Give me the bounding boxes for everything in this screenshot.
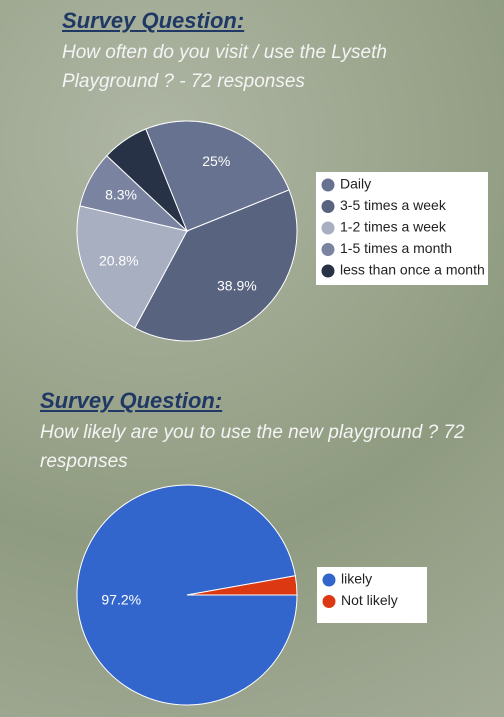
legend-label: less than once a month: [340, 262, 485, 278]
legend-marker: [321, 178, 335, 192]
chart-title: Survey Question:: [40, 388, 223, 413]
data-label: 20.8%: [99, 252, 139, 268]
legend-label: likely: [341, 571, 372, 587]
legend-label: Not likely: [341, 592, 398, 608]
legend-marker: [321, 200, 335, 213]
pie-slice: [186, 575, 298, 596]
pie-slice: [76, 205, 188, 329]
data-label: 8.3%: [105, 186, 137, 202]
pie-slice: [106, 128, 188, 232]
data-label: 25%: [202, 153, 230, 169]
pie-slice: [134, 189, 298, 342]
legend-marker: [322, 595, 336, 608]
data-label: 97.2%: [101, 592, 141, 608]
legend-box: [317, 567, 427, 623]
chart-subtitle: How often do you visit / use the Lyseth …: [62, 42, 387, 92]
legend-marker: [321, 264, 335, 278]
pie-slice: [145, 120, 290, 232]
legend-label: 1-2 times a week: [340, 219, 447, 235]
legend-label: 1-5 times a month: [340, 240, 452, 256]
legend-label: 3-5 times a week: [340, 197, 447, 213]
chart-subtitle: How likely are you to use the new playgr…: [40, 422, 465, 472]
legend-label: Daily: [340, 176, 371, 192]
legend-marker: [322, 573, 336, 587]
legend-marker: [321, 243, 335, 256]
legend-marker: [321, 221, 335, 235]
data-label: 38.9%: [217, 277, 257, 293]
chart-title: Survey Question:: [62, 8, 245, 33]
legend-box: [316, 172, 488, 285]
